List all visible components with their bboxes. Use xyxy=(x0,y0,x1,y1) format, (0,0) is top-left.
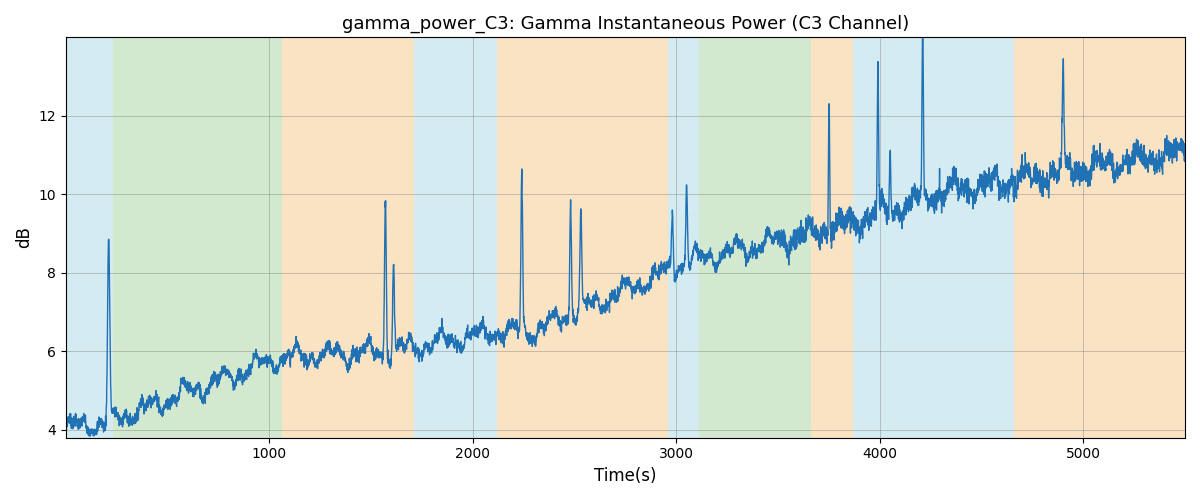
Bar xyxy=(1014,38,1186,438)
Bar xyxy=(811,38,853,438)
Bar xyxy=(113,38,282,438)
X-axis label: Time(s): Time(s) xyxy=(594,467,656,485)
Bar xyxy=(497,38,668,438)
Bar xyxy=(414,38,497,438)
Bar xyxy=(668,38,698,438)
Title: gamma_power_C3: Gamma Instantaneous Power (C3 Channel): gamma_power_C3: Gamma Instantaneous Powe… xyxy=(342,15,910,34)
Bar xyxy=(66,38,113,438)
Bar xyxy=(698,38,811,438)
Bar xyxy=(853,38,1014,438)
Y-axis label: dB: dB xyxy=(16,226,34,248)
Bar xyxy=(282,38,414,438)
